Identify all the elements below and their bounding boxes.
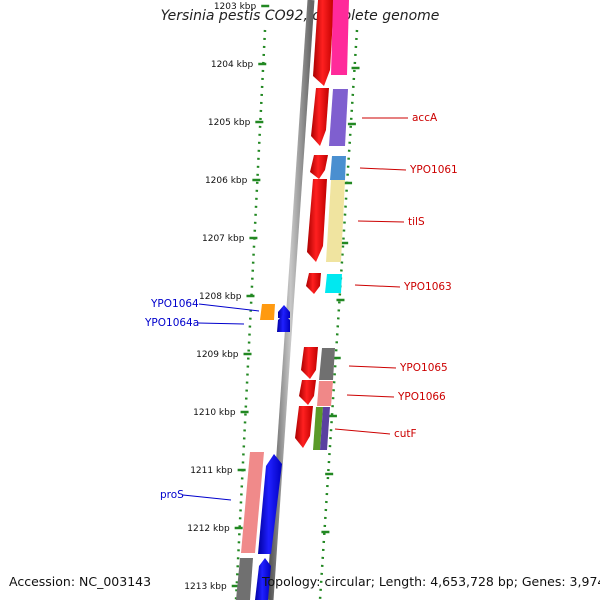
gene-label-acca[interactable]: accA	[412, 112, 438, 124]
gene-label-ypo1065[interactable]: YPO1065	[399, 362, 448, 374]
ruler-tick-label: 1210 kbp	[193, 408, 236, 418]
gene-arrow[interactable]	[310, 155, 328, 179]
gene-arrow-ypo1064a[interactable]	[278, 305, 290, 318]
gene-arrow-tils[interactable]	[326, 180, 345, 262]
gene-label-ypo1064a[interactable]: YPO1064a	[144, 317, 199, 329]
ruler-tick-label: 1204 kbp	[211, 60, 254, 70]
forward-strand-genes	[295, 0, 349, 450]
ruler-tick-label: 1206 kbp	[205, 176, 248, 186]
gene-arrow[interactable]	[236, 558, 253, 600]
gene-arrow[interactable]	[277, 314, 290, 332]
gene-arrow[interactable]	[320, 407, 330, 450]
gene-arrow[interactable]	[331, 0, 349, 75]
gene-arrow[interactable]	[311, 88, 329, 146]
gene-label-cutf[interactable]: cutF	[394, 428, 417, 440]
ruler-tick-label: 1203 kbp	[214, 2, 257, 12]
gene-arrow-ypo1061[interactable]	[330, 156, 346, 180]
gene-arrow[interactable]	[299, 380, 316, 405]
gene-arrow-pros[interactable]	[241, 452, 264, 553]
gene-arrow-ypo1064[interactable]	[260, 304, 275, 320]
gene-label-ypo1064[interactable]: YPO1064	[150, 298, 199, 310]
ruler-tick-label: 1208 kbp	[199, 292, 242, 302]
gene-arrow[interactable]	[295, 406, 313, 448]
ruler-tick-label: 1209 kbp	[196, 350, 239, 360]
topology-text: Topology: circular; Length: 4,653,728 bp…	[262, 574, 600, 589]
gene-label-ypo1061[interactable]: YPO1061	[409, 164, 458, 176]
ruler-tick-label: 1205 kbp	[208, 118, 251, 128]
gene-arrow[interactable]	[301, 347, 318, 379]
ruler-tick-label: 1213 kbp	[184, 582, 227, 592]
map-title: Yersinia pestis CO92, complete genome	[160, 8, 440, 24]
ruler-ticks: 1203 kbp 1204 kbp 1205 kbp 1206 kbp 1207 kbp…	[184, 2, 360, 592]
ruler-tick-label: 1211 kbp	[190, 466, 233, 476]
gene-arrow[interactable]	[255, 558, 271, 600]
gene-label-ypo1063[interactable]: YPO1063	[403, 281, 452, 293]
gene-label-ypo1066[interactable]: YPO1066	[397, 391, 446, 403]
reverse-strand-genes	[236, 304, 290, 600]
ruler-tick-label: 1212 kbp	[187, 524, 230, 534]
gene-label-tils[interactable]: tilS	[408, 216, 425, 228]
gene-arrow[interactable]	[306, 273, 321, 294]
gene-arrow[interactable]	[258, 454, 282, 554]
gene-label-pros[interactable]: proS	[160, 489, 184, 501]
gene-arrow-ypo1063[interactable]	[325, 274, 342, 293]
ruler-tick-label: 1207 kbp	[202, 234, 245, 244]
gene-arrow-ypo1065[interactable]	[319, 348, 335, 380]
gene-arrow[interactable]	[313, 0, 334, 86]
gene-arrow-acca[interactable]	[329, 89, 348, 146]
gene-arrow-cutf[interactable]	[313, 407, 323, 450]
gene-labels: accA YPO1061 tilS YPO1063 YPO1065 YPO106…	[144, 112, 458, 501]
gene-arrow[interactable]	[307, 179, 327, 262]
accession-text: Accession: NC_003143	[9, 574, 152, 589]
gene-arrow-ypo1066[interactable]	[317, 381, 333, 406]
